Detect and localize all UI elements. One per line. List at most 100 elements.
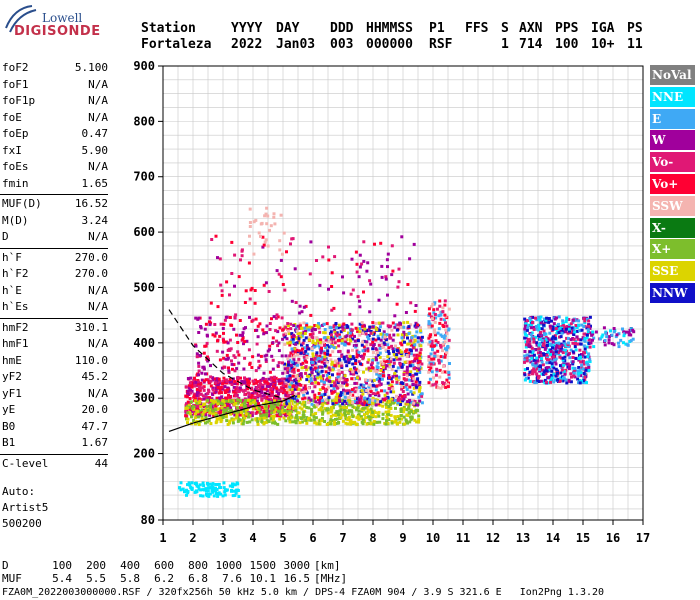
- data-point: [555, 316, 558, 320]
- data-point: [184, 385, 188, 389]
- data-point: [193, 376, 196, 380]
- data-point: [310, 371, 314, 375]
- data-point: [350, 257, 354, 261]
- data-point: [232, 489, 236, 493]
- data-point: [438, 321, 442, 325]
- data-point: [390, 380, 394, 384]
- data-point: [264, 358, 268, 362]
- data-point: [386, 421, 390, 425]
- data-point: [247, 348, 251, 352]
- data-point: [550, 359, 554, 363]
- data-point: [445, 348, 449, 352]
- data-point: [374, 321, 378, 325]
- data-point: [631, 337, 635, 341]
- data-point: [545, 344, 549, 347]
- data-point: [537, 323, 541, 327]
- data-point: [351, 355, 355, 359]
- data-point: [395, 377, 398, 381]
- data-point: [340, 325, 344, 329]
- data-point: [337, 333, 341, 337]
- data-point: [286, 329, 290, 333]
- data-point: [538, 332, 542, 336]
- data-point: [390, 368, 394, 372]
- data-point: [413, 357, 417, 361]
- data-point: [338, 409, 342, 413]
- data-point: [397, 267, 401, 271]
- data-point: [576, 342, 580, 346]
- data-point: [580, 353, 583, 356]
- distance-value: 600: [154, 559, 174, 572]
- data-point: [277, 349, 281, 353]
- data-point: [270, 317, 273, 321]
- data-point: [298, 421, 302, 425]
- data-point: [315, 336, 319, 340]
- data-point: [572, 374, 576, 378]
- data-point: [433, 355, 437, 359]
- data-point: [344, 335, 348, 339]
- data-point: [380, 275, 384, 279]
- data-point: [409, 349, 413, 353]
- data-point: [371, 392, 375, 395]
- data-point: [359, 383, 363, 387]
- data-point: [389, 390, 393, 394]
- data-point: [301, 332, 305, 336]
- data-point: [552, 345, 556, 349]
- param-value: 16.52: [74, 197, 108, 210]
- data-point: [536, 351, 540, 355]
- data-point: [217, 482, 221, 486]
- data-point: [355, 388, 358, 392]
- data-point: [196, 317, 200, 321]
- data-point: [355, 368, 359, 372]
- data-point: [350, 328, 354, 332]
- data-point: [265, 409, 269, 413]
- param-value: N/A: [88, 230, 108, 243]
- data-point: [439, 359, 443, 363]
- data-point: [524, 324, 528, 328]
- data-point: [347, 415, 351, 419]
- data-point: [433, 320, 437, 324]
- data-point: [281, 328, 285, 332]
- data-point: [276, 414, 280, 418]
- data-point: [559, 376, 563, 380]
- data-point: [286, 328, 290, 331]
- data-point: [358, 305, 362, 309]
- data-point: [530, 356, 534, 360]
- data-point: [237, 361, 241, 365]
- data-point: [244, 404, 247, 408]
- data-point: [354, 326, 358, 330]
- data-point: [383, 393, 387, 397]
- data-point: [206, 392, 210, 395]
- data-point: [550, 319, 553, 323]
- data-point: [248, 241, 251, 245]
- data-point: [380, 264, 384, 268]
- data-point: [330, 271, 334, 275]
- data-point: [236, 376, 240, 379]
- data-point: [204, 413, 208, 417]
- data-point: [266, 409, 270, 413]
- data-point: [332, 325, 336, 329]
- data-point: [418, 388, 422, 391]
- data-point: [577, 372, 581, 376]
- data-point: [223, 365, 227, 369]
- data-point: [269, 404, 273, 408]
- data-point: [250, 386, 253, 390]
- data-point: [326, 352, 330, 356]
- data-point: [443, 355, 447, 359]
- data-point: [374, 326, 378, 330]
- data-point: [538, 364, 542, 368]
- data-point: [531, 315, 534, 319]
- data-point: [400, 336, 404, 340]
- data-point: [269, 382, 273, 386]
- data-point: [312, 415, 316, 419]
- data-point: [202, 351, 206, 355]
- data-point: [319, 342, 322, 346]
- data-point: [228, 421, 231, 425]
- data-point: [560, 368, 564, 372]
- data-point: [247, 392, 251, 396]
- data-point: [222, 411, 226, 415]
- data-point: [368, 410, 372, 414]
- data-point: [436, 386, 440, 390]
- data-point: [201, 481, 205, 485]
- header-label: S: [501, 21, 509, 36]
- data-point: [409, 370, 413, 374]
